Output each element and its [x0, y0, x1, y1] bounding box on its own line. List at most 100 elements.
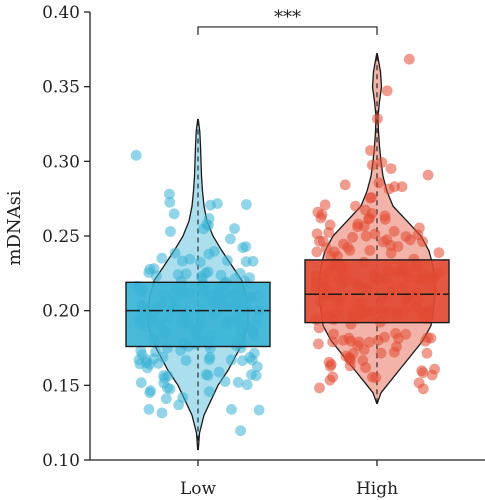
data-point: [400, 328, 412, 340]
data-point: [237, 242, 249, 254]
data-point: [367, 159, 378, 171]
data-point: [376, 157, 388, 168]
data-point: [375, 347, 387, 359]
data-point: [180, 355, 192, 366]
data-point: [195, 256, 206, 268]
data-point: [385, 239, 397, 251]
group-low: [125, 118, 271, 451]
data-point: [130, 149, 142, 161]
data-point: [373, 177, 385, 189]
data-point: [156, 407, 168, 419]
data-point: [135, 345, 147, 356]
data-point: [226, 354, 237, 366]
data-point: [315, 212, 327, 224]
data-point: [372, 113, 383, 125]
data-point: [350, 200, 361, 212]
data-point: [311, 246, 323, 258]
data-point: [241, 199, 252, 210]
y-tick-label: 0.25: [42, 227, 80, 247]
y-tick-label: 0.40: [42, 3, 80, 23]
data-point: [420, 335, 431, 347]
data-point: [232, 376, 244, 388]
data-point: [365, 192, 376, 204]
data-point: [202, 266, 214, 278]
data-point: [205, 199, 216, 211]
y-tick-label: 0.35: [42, 78, 80, 98]
data-point: [203, 386, 215, 397]
data-point: [388, 225, 400, 237]
data-point: [385, 247, 397, 259]
data-point: [381, 85, 393, 97]
data-point: [142, 362, 153, 374]
y-tick-label: 0.10: [42, 451, 80, 471]
data-point: [158, 370, 170, 381]
box-high: [304, 259, 450, 324]
data-point: [385, 163, 397, 175]
data-point: [391, 341, 402, 352]
data-point: [156, 252, 168, 264]
group-high: [304, 53, 450, 404]
data-point: [237, 355, 248, 367]
data-point: [219, 376, 231, 387]
data-point: [324, 219, 336, 231]
data-point: [203, 248, 215, 260]
data-point: [396, 181, 408, 193]
data-point: [337, 334, 349, 346]
data-point: [433, 247, 445, 259]
data-point: [364, 245, 376, 256]
data-point: [365, 145, 376, 156]
significance-bracket: [197, 26, 378, 35]
data-point: [314, 382, 325, 394]
data-point: [347, 231, 358, 243]
x-tick-label-high: High: [356, 479, 398, 499]
y-tick-label: 0.15: [42, 376, 80, 396]
data-point: [150, 346, 161, 358]
data-point: [143, 404, 155, 415]
data-point: [164, 188, 175, 200]
data-point: [313, 338, 324, 350]
data-point: [198, 223, 209, 235]
data-point: [226, 404, 237, 415]
x-tick-label-low: Low: [180, 479, 217, 499]
data-point: [241, 379, 253, 391]
data-point: [327, 336, 339, 348]
data-point: [225, 233, 236, 245]
data-point: [318, 236, 329, 247]
box-low: [125, 281, 271, 348]
data-point: [160, 393, 172, 405]
data-point: [327, 371, 339, 383]
data-point: [332, 250, 343, 262]
y-axis: 0.10 0.15 0.20 0.25 0.30 0.35 0.40: [42, 3, 91, 471]
data-point: [417, 367, 429, 379]
data-point: [414, 222, 425, 234]
y-axis-label: mDNAsi: [4, 190, 25, 265]
data-point: [168, 208, 180, 220]
data-point: [169, 247, 181, 259]
significance-label: ***: [274, 7, 301, 28]
data-point: [360, 362, 371, 373]
plot-area: [125, 53, 450, 451]
data-point: [222, 255, 233, 266]
data-point: [323, 356, 335, 368]
data-point: [379, 331, 390, 343]
data-point: [369, 228, 381, 240]
data-point: [328, 328, 339, 340]
y-tick-label: 0.20: [42, 302, 80, 322]
x-axis: Low High: [90, 459, 485, 499]
data-point: [426, 369, 438, 381]
data-point: [358, 220, 370, 232]
data-point: [164, 196, 176, 208]
data-point: [229, 223, 240, 234]
significance-annotation: ***: [197, 7, 378, 35]
data-point: [313, 322, 325, 334]
data-point: [148, 263, 160, 274]
data-point: [145, 385, 156, 397]
data-point: [319, 199, 331, 211]
data-point: [203, 354, 215, 365]
data-point: [164, 383, 176, 395]
data-point: [177, 255, 188, 267]
data-point: [389, 181, 400, 193]
y-tick-label: 0.30: [42, 152, 80, 172]
data-point: [200, 369, 212, 381]
